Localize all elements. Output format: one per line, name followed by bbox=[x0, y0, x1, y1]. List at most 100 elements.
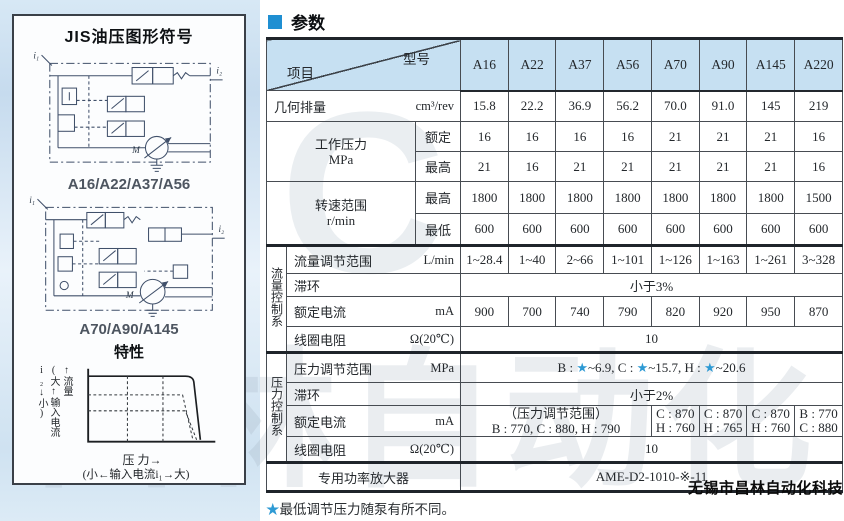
value-cell: 1800 bbox=[555, 181, 605, 214]
model-column-header: A70 bbox=[650, 38, 700, 92]
label: 滞环 bbox=[294, 278, 321, 294]
unit: mA bbox=[435, 304, 455, 318]
value-cell-span: 小于2% bbox=[460, 382, 843, 406]
chart-x-label: 压 力→ bbox=[122, 453, 162, 467]
label: 额定电流 bbox=[294, 305, 347, 320]
sub-label-max: 最高 bbox=[414, 181, 462, 214]
unit: MPa bbox=[328, 151, 354, 167]
panel-title: JIS油压图形符号 bbox=[64, 29, 194, 46]
flow-range-row: 流量控制系 流量调节范围 L/min 1~28.4 1~40 2~66 1~10… bbox=[266, 244, 843, 353]
label: 几何排量 bbox=[274, 99, 327, 115]
pressure-range-row: 压力控制系 压力调节范围 MPa B : ★~6.9, C : ★~15.7, … bbox=[266, 351, 843, 463]
parameters-table: 型号 项目 A16 A22 A37 A56 A70 A90 A145 A220 … bbox=[265, 37, 843, 493]
value-cell: 1800 bbox=[507, 181, 557, 214]
value-line: C : 880 bbox=[799, 420, 838, 435]
section-title: 参数 bbox=[291, 14, 325, 33]
value-cell: 16 bbox=[507, 151, 557, 182]
row-label-speed-range: 转速范围 r/min bbox=[266, 181, 416, 246]
value-cell: 2~66 bbox=[555, 244, 605, 274]
corner-model-label: 型号 bbox=[403, 52, 431, 67]
label: 工作压力 bbox=[314, 136, 367, 152]
diagram2-caption: A70/A90/A145 bbox=[79, 321, 179, 338]
value-cell: 600 bbox=[603, 213, 652, 246]
label: 压力控制系 bbox=[269, 375, 284, 436]
value-cell: 1800 bbox=[650, 181, 700, 214]
value-cell: 920 bbox=[698, 296, 748, 327]
value-cell: 600 bbox=[507, 213, 557, 246]
value-cell: 1~101 bbox=[603, 244, 652, 274]
value-cell-span: B : ★~6.9, C : ★~15.7, H : ★~20.6 bbox=[460, 351, 843, 383]
value-cell: 70.0 bbox=[650, 90, 700, 122]
diagram2-i2-label: i₂ bbox=[218, 225, 224, 235]
flow-hysteresis-row: 滞环 小于3% bbox=[267, 273, 843, 297]
value-cell: 22.2 bbox=[507, 90, 557, 122]
unit: Ω(20℃) bbox=[409, 332, 455, 346]
value-cell: 91.0 bbox=[698, 90, 748, 122]
value-cell: 950 bbox=[746, 296, 796, 327]
value-cell: 1800 bbox=[460, 181, 509, 214]
unit: mA bbox=[435, 413, 455, 428]
label: 转速范围 bbox=[314, 198, 367, 213]
working-pressure-rated-row: 工作压力 MPa 额定 16 16 16 16 21 21 21 16 bbox=[266, 121, 843, 182]
label: 线圈电阻 bbox=[294, 442, 347, 458]
label: 压力调节范围 bbox=[294, 361, 373, 377]
amplifier-row: 专用功率放大器 AME-D2-1010-※-11 bbox=[265, 461, 843, 492]
value-cell: 1800 bbox=[698, 181, 748, 214]
row-label-pressure-hysteresis: 滞环 bbox=[285, 382, 462, 406]
value-cell: 16 bbox=[555, 121, 605, 152]
corner-item-label: 项目 bbox=[287, 66, 314, 81]
label: 流量调节范围 bbox=[294, 253, 373, 269]
value-cell: B : 770 C : 880 bbox=[794, 405, 843, 437]
value-cell: 21 bbox=[603, 151, 652, 182]
value-cell: 1800 bbox=[603, 181, 652, 214]
value-cell: 21 bbox=[698, 121, 748, 152]
model-column-header: A220 bbox=[794, 38, 843, 92]
value-cell: 16 bbox=[794, 121, 843, 152]
value-cell: 21 bbox=[746, 151, 796, 182]
value-cell: 219 bbox=[794, 90, 843, 122]
symbol-panel: JIS油压图形符号 i₁ i₂ bbox=[12, 14, 246, 485]
value-cell: 600 bbox=[555, 213, 605, 246]
section-header: 参数 bbox=[268, 9, 325, 34]
value-cell: 21 bbox=[555, 151, 605, 182]
value-line: B : 770 bbox=[799, 406, 838, 421]
value-cell: 21 bbox=[650, 151, 700, 182]
value-cell: C : 870 H : 760 bbox=[746, 405, 796, 437]
value-cell: 900 bbox=[460, 296, 509, 327]
speed-max-row: 转速范围 r/min 最高 1800 1800 1800 1800 1800 1… bbox=[266, 181, 843, 246]
hydraulic-diagram-a16-a56: i₁ i₂ bbox=[33, 51, 223, 172]
displacement-row: 几何排量 cm³/rev 15.8 22.2 36.9 56.2 70.0 91… bbox=[265, 90, 843, 122]
footnote-text: 最低调节压力随泵有所不同。 bbox=[279, 502, 456, 517]
characteristics-chart: (大↑输入电流i₂↓小) ↑流量 bbox=[14, 365, 244, 453]
model-column-header: A37 bbox=[555, 38, 605, 92]
sub-label-max: 最高 bbox=[414, 151, 462, 182]
diagram1-i1-label: i₁ bbox=[33, 51, 39, 61]
table-header-row: 型号 项目 A16 A22 A37 A56 A70 A90 A145 A220 bbox=[265, 38, 843, 92]
chart-y-inner-label: ↑流量 bbox=[61, 365, 72, 396]
value-cell: 3~328 bbox=[794, 244, 843, 274]
value-line: C : 870 bbox=[656, 406, 695, 421]
flow-coil-row: 线圈电阻 Ω(20℃) 10 bbox=[267, 326, 843, 353]
row-label-working-pressure: 工作压力 MPa bbox=[266, 121, 416, 182]
diagram1-caption: A16/A22/A37/A56 bbox=[67, 175, 191, 193]
pressure-current-row: 额定电流 mA （压力调节范围） B : 770, C : 880, H : 7… bbox=[267, 405, 843, 437]
corner-cell: 型号 项目 bbox=[265, 38, 462, 91]
chart-x-sub-label: (小←输入电流i₁→大) bbox=[82, 469, 190, 481]
group-label-pressure-control: 压力控制系 bbox=[266, 351, 287, 463]
value-cell: 740 bbox=[555, 296, 605, 327]
footnote-star-icon: ★ bbox=[266, 502, 280, 517]
model-column-header: A56 bbox=[603, 38, 652, 92]
label: 线圈电阻 bbox=[294, 332, 347, 348]
diagram2-m-label: M bbox=[125, 290, 135, 300]
value-cell: 15.8 bbox=[460, 90, 509, 122]
value-cell: 145 bbox=[746, 90, 796, 122]
value-cell: 21 bbox=[698, 151, 748, 182]
value-cell: 600 bbox=[650, 213, 700, 246]
label: 额定电流 bbox=[294, 414, 347, 430]
value-cell: 16 bbox=[460, 121, 509, 152]
value-cell: 36.9 bbox=[555, 90, 605, 122]
characteristics-title: 特性 bbox=[113, 344, 144, 361]
model-column-header: A16 bbox=[460, 38, 509, 92]
value-cell: 21 bbox=[460, 151, 509, 182]
row-label-flow-coil: 线圈电阻 Ω(20℃) bbox=[285, 326, 462, 353]
